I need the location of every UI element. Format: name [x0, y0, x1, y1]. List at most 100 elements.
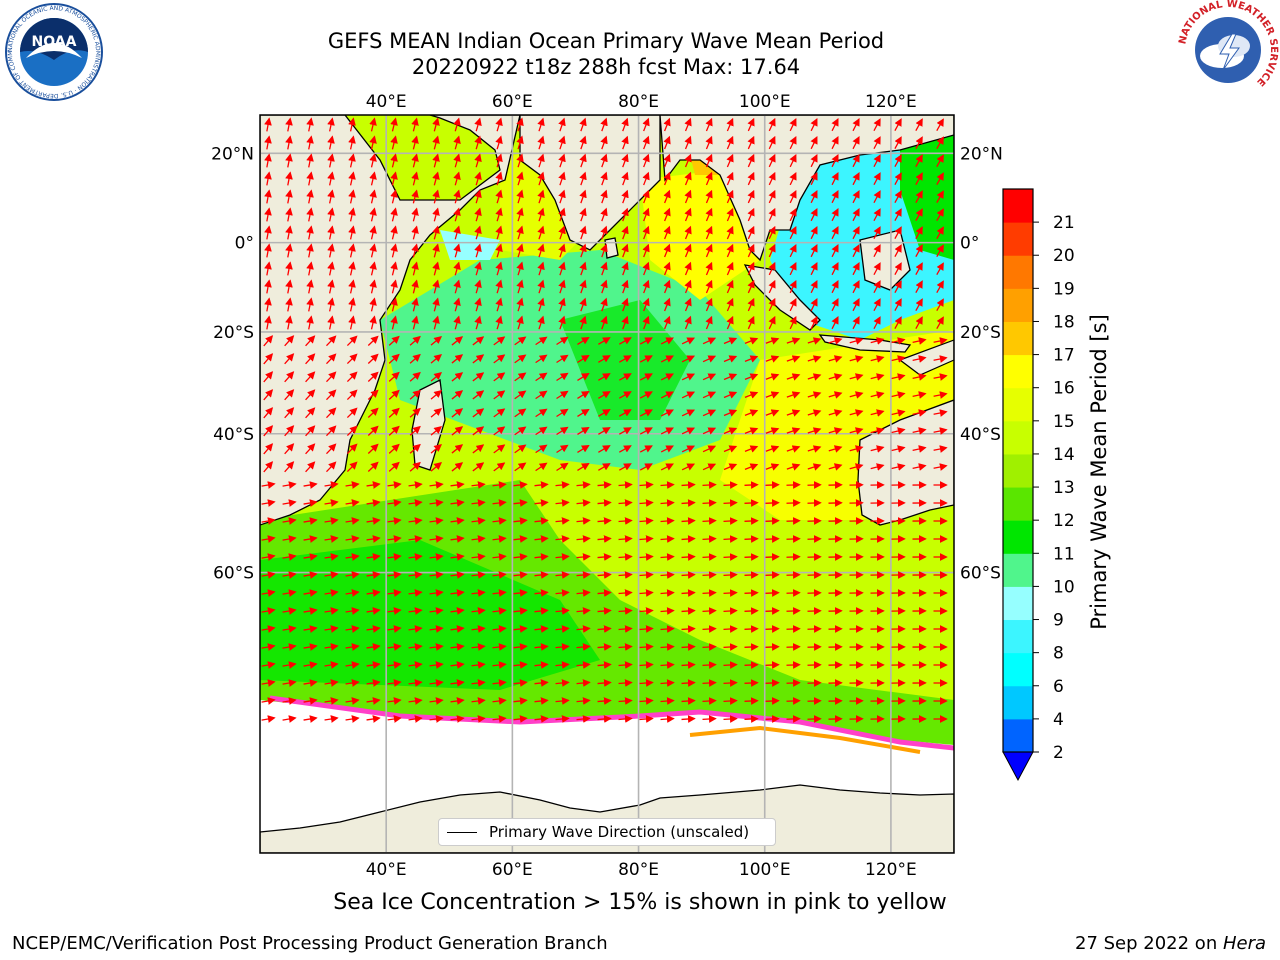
wave-arrow [369, 243, 377, 258]
wave-arrow [663, 117, 671, 132]
wave-arrow [639, 625, 654, 633]
wave-arrow [558, 225, 566, 240]
wave-arrow [324, 589, 339, 597]
wave-arrow [705, 207, 713, 222]
wave-arrow [723, 589, 738, 597]
wave-arrow [618, 499, 633, 507]
wave-arrow [303, 697, 318, 705]
wave-arrow [894, 172, 902, 186]
wave-arrow [513, 643, 528, 651]
wave-arrow [453, 153, 461, 168]
wave-arrow [723, 607, 738, 615]
wave-arrow [705, 279, 713, 294]
wave-arrow [537, 315, 545, 330]
wave-arrow [660, 679, 675, 687]
wave-arrow [789, 153, 797, 168]
wave-arrow [303, 625, 318, 633]
wave-arrow [264, 117, 272, 132]
wave-arrow [873, 190, 881, 204]
wave-arrow [684, 171, 692, 186]
wave-arrow [577, 390, 590, 399]
wave-arrow [849, 427, 864, 435]
wave-arrow [600, 153, 608, 168]
wave-arrow [807, 409, 822, 417]
wave-arrow [387, 499, 402, 507]
wave-arrow [681, 391, 696, 399]
wave-arrow [537, 153, 545, 168]
wave-arrow [576, 679, 591, 687]
wave-arrow [390, 261, 398, 276]
wave-arrow [474, 243, 482, 258]
wave-arrow [366, 679, 381, 687]
wave-arrow [810, 315, 818, 330]
wave-arrow [660, 373, 674, 381]
wave-arrow [810, 261, 818, 276]
colorbar-segment [1003, 189, 1033, 223]
wave-arrow [411, 315, 419, 330]
wave-arrow [891, 463, 906, 471]
wave-arrow [306, 243, 314, 258]
wave-arrow [723, 715, 738, 723]
wave-arrow [387, 571, 402, 579]
wave-arrow [367, 389, 379, 400]
wave-arrow [789, 279, 797, 294]
wave-arrow [472, 354, 485, 364]
wave-arrow [492, 481, 507, 489]
wave-arrow [618, 355, 632, 363]
wave-arrow [324, 697, 339, 705]
wave-arrow [660, 355, 674, 363]
wave-arrow [639, 643, 654, 651]
wave-arrow [663, 315, 671, 330]
wave-arrow [786, 715, 801, 723]
wave-arrow [786, 643, 801, 651]
wave-arrow [618, 625, 633, 633]
wave-arrow [471, 679, 486, 687]
wave-arrow [723, 553, 738, 561]
wave-arrow [430, 336, 442, 346]
wave-arrow [535, 462, 548, 472]
nws-logo: NATIONAL WEATHER SERVICE [1177, 0, 1279, 99]
wave-arrow [303, 499, 318, 507]
wave-arrow [933, 337, 948, 345]
wave-arrow [660, 643, 675, 651]
wave-arrow [873, 208, 881, 222]
colorbar-segment [1003, 354, 1033, 389]
wave-arrow [346, 389, 358, 401]
wave-arrow [264, 243, 272, 258]
wave-arrow [621, 297, 629, 312]
wave-arrow [681, 697, 696, 705]
wave-arrow [597, 535, 612, 543]
wave-arrow [936, 316, 944, 329]
wave-arrow [684, 207, 692, 222]
wave-arrow [535, 444, 548, 454]
wave-arrow [831, 226, 839, 240]
colorbar-tick-label: 13 [1053, 478, 1075, 498]
wave-arrow [345, 589, 360, 597]
wave-arrow [765, 607, 780, 615]
wave-arrow [429, 643, 444, 651]
wave-arrow [873, 118, 881, 132]
wave-arrow [660, 607, 675, 615]
wave-arrow [765, 373, 780, 381]
wave-arrow [600, 297, 608, 312]
wave-arrow [556, 354, 569, 364]
wave-arrow [577, 426, 590, 435]
wave-arrow [451, 390, 464, 400]
lat-tick-label: 40°S [960, 425, 1001, 445]
wave-arrow [705, 153, 713, 168]
wave-arrow [915, 262, 923, 276]
wave-arrow [618, 679, 633, 687]
wave-arrow [915, 136, 923, 150]
wave-arrow [263, 443, 274, 455]
wave-arrow [516, 315, 524, 330]
wave-arrow [831, 208, 839, 222]
wave-arrow [327, 117, 335, 132]
wave-arrow [408, 499, 423, 507]
wave-arrow [660, 481, 675, 489]
wave-arrow [747, 279, 755, 294]
wave-arrow [432, 225, 440, 240]
wave-arrow [891, 409, 906, 417]
wave-arrow [555, 679, 570, 687]
wave-arrow [305, 371, 316, 383]
